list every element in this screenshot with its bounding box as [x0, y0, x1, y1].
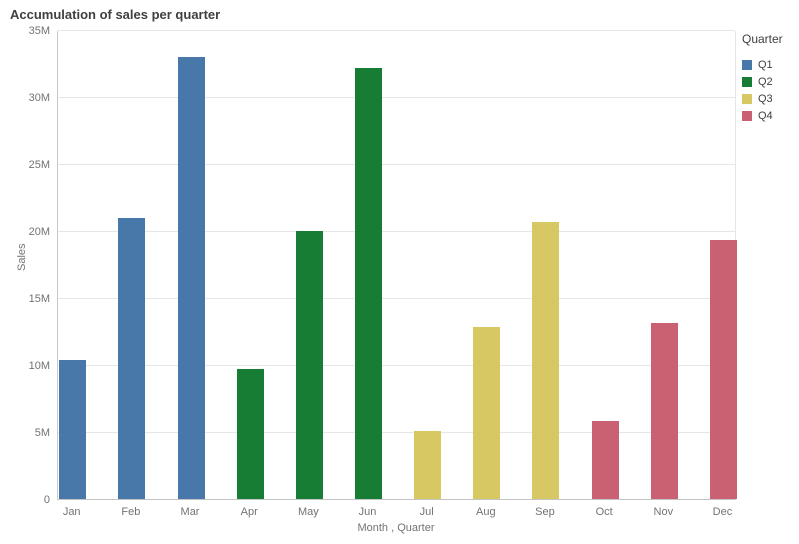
legend-swatch-q1 — [742, 59, 752, 70]
gridline-20M — [58, 231, 735, 232]
bar-oct[interactable] — [591, 421, 619, 499]
x-tick-label-aug: Aug — [476, 506, 496, 518]
legend-title: Quarter — [742, 32, 783, 46]
gridline-30M — [58, 97, 735, 98]
bar-nov[interactable] — [650, 323, 678, 499]
bar-sep[interactable] — [532, 222, 560, 499]
legend-label-q4: Q4 — [758, 109, 773, 122]
gridline-35M — [58, 30, 735, 31]
x-tick-label-nov: Nov — [653, 506, 674, 518]
y-tick-label-0: 0 — [43, 494, 50, 506]
gridline-5M — [58, 432, 735, 433]
legend: Quarter Q1 Q2 Q3 Q4 — [742, 32, 798, 124]
x-tick-label-feb: Feb — [121, 506, 141, 518]
legend-item-q4[interactable]: Q4 — [742, 107, 798, 124]
legend-item-q1[interactable]: Q1 — [742, 56, 798, 73]
y-tick-label-15M: 15M — [28, 293, 50, 305]
y-tick-label-35M: 35M — [28, 25, 50, 37]
x-tick-label-jun: Jun — [358, 506, 377, 518]
y-tick-label-30M: 30M — [28, 92, 50, 104]
x-tick-label-may: May — [297, 506, 319, 518]
chart-title: Accumulation of sales per quarter — [10, 7, 221, 22]
legend-swatch-q2 — [742, 76, 752, 87]
x-tick-label-sep: Sep — [535, 506, 555, 518]
x-tick-label-jul: Jul — [419, 506, 434, 518]
legend-item-q2[interactable]: Q2 — [742, 73, 798, 90]
bar-jun[interactable] — [355, 68, 382, 499]
bar-aug[interactable] — [473, 327, 501, 499]
bar-feb[interactable] — [118, 218, 146, 499]
legend-label-q3: Q3 — [758, 92, 773, 105]
bar-apr[interactable] — [236, 369, 264, 499]
x-tick-label-oct: Oct — [595, 506, 613, 518]
y-axis-title: Sales — [15, 243, 28, 271]
legend-item-q3[interactable]: Q3 — [742, 90, 798, 107]
gridline-25M — [58, 164, 735, 165]
bar-dec[interactable] — [709, 240, 737, 499]
x-tick-label-apr: Apr — [240, 506, 258, 518]
legend-swatch-q4 — [742, 110, 752, 121]
x-tick-label-dec: Dec — [712, 506, 733, 518]
legend-label-q2: Q2 — [758, 75, 773, 88]
y-tick-label-25M: 25M — [28, 159, 50, 171]
bar-may[interactable] — [295, 231, 323, 499]
plot-area — [57, 30, 737, 500]
x-axis-title: Month , Quarter — [357, 522, 435, 534]
bar-jul[interactable] — [414, 431, 442, 499]
legend-items: Q1 Q2 Q3 Q4 — [742, 56, 798, 124]
legend-swatch-q3 — [742, 93, 752, 104]
bar-mar[interactable] — [177, 57, 205, 499]
legend-label-q1: Q1 — [758, 58, 773, 71]
x-tick-label-jan: Jan — [62, 506, 81, 518]
gridline-15M — [58, 298, 735, 299]
gridline-10M — [58, 365, 735, 366]
y-tick-label-20M: 20M — [28, 226, 50, 238]
bar-jan[interactable] — [59, 360, 87, 499]
y-tick-label-5M: 5M — [34, 427, 50, 439]
x-tick-label-mar: Mar — [180, 506, 200, 518]
y-tick-label-10M: 10M — [28, 360, 50, 372]
